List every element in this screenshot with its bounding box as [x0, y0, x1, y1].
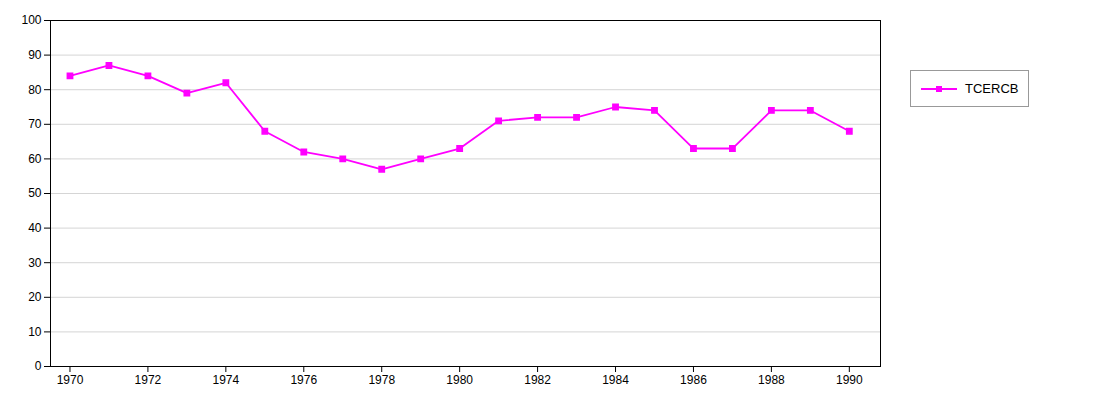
svg-text:1986: 1986: [680, 373, 707, 387]
svg-text:20: 20: [28, 290, 42, 304]
svg-text:60: 60: [28, 152, 42, 166]
svg-text:40: 40: [28, 221, 42, 235]
svg-text:30: 30: [28, 256, 42, 270]
svg-text:1980: 1980: [446, 373, 473, 387]
svg-text:0: 0: [35, 359, 42, 373]
svg-text:90: 90: [28, 48, 42, 62]
svg-text:1976: 1976: [290, 373, 317, 387]
svg-text:1982: 1982: [524, 373, 551, 387]
svg-text:1970: 1970: [57, 373, 84, 387]
svg-text:1978: 1978: [368, 373, 395, 387]
svg-text:70: 70: [28, 117, 42, 131]
svg-text:1990: 1990: [836, 373, 863, 387]
svg-text:1974: 1974: [213, 373, 240, 387]
svg-text:80: 80: [28, 83, 42, 97]
svg-text:1984: 1984: [602, 373, 629, 387]
svg-text:1988: 1988: [758, 373, 785, 387]
svg-text:50: 50: [28, 186, 42, 200]
svg-text:1972: 1972: [135, 373, 162, 387]
svg-text:10: 10: [28, 325, 42, 339]
svg-text:100: 100: [21, 13, 41, 27]
html-text:TCERCB: TCERCB: [965, 81, 1019, 96]
